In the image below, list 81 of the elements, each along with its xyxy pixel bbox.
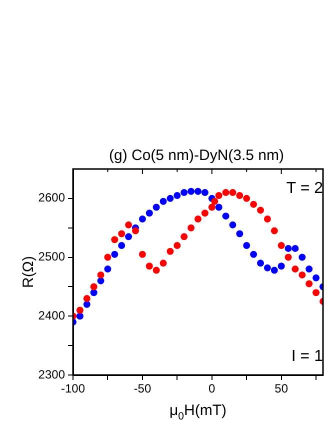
point xyxy=(174,242,181,250)
point xyxy=(118,242,126,250)
point xyxy=(236,230,244,238)
point xyxy=(264,216,271,223)
point xyxy=(306,280,313,288)
point xyxy=(194,188,202,195)
point xyxy=(211,198,218,205)
point xyxy=(90,283,98,290)
y-axis-title: R(Ω) xyxy=(20,256,37,288)
point xyxy=(201,210,208,217)
point xyxy=(201,189,208,196)
point xyxy=(166,248,174,255)
point xyxy=(111,250,118,258)
point xyxy=(188,224,195,232)
point xyxy=(312,274,320,282)
x-tick-label: 0 xyxy=(208,382,216,396)
point xyxy=(152,266,160,274)
point xyxy=(208,204,216,211)
point xyxy=(125,233,132,240)
point xyxy=(146,262,153,270)
point xyxy=(118,230,126,238)
point xyxy=(188,188,195,195)
point xyxy=(312,289,320,296)
point xyxy=(257,206,264,214)
point xyxy=(222,212,230,220)
y-tick-label: 2500 xyxy=(38,250,66,264)
point xyxy=(83,294,90,302)
point xyxy=(264,264,271,272)
point xyxy=(250,200,258,208)
point xyxy=(76,312,84,320)
point xyxy=(166,194,174,202)
point xyxy=(229,221,236,228)
point xyxy=(97,271,104,278)
y-tick-label: 2600 xyxy=(38,190,66,205)
point xyxy=(215,192,222,199)
point xyxy=(152,204,160,211)
y-tick-label: 2400 xyxy=(38,308,66,322)
point xyxy=(292,266,299,273)
annotation: I = 1 xyxy=(291,348,324,365)
point xyxy=(257,260,264,267)
point xyxy=(278,262,285,270)
point xyxy=(236,192,244,199)
point xyxy=(76,306,84,314)
point xyxy=(138,250,146,258)
point xyxy=(229,189,236,196)
point xyxy=(194,216,202,223)
annotation: T = 2 xyxy=(286,180,324,197)
point xyxy=(111,236,118,244)
point xyxy=(243,194,250,202)
point xyxy=(90,289,98,296)
x-tick-label: -100 xyxy=(60,382,86,396)
point xyxy=(104,254,112,261)
point xyxy=(146,210,153,217)
x-tick-label: -50 xyxy=(134,382,152,396)
point xyxy=(222,189,230,196)
point xyxy=(125,221,132,228)
point xyxy=(180,233,188,240)
point xyxy=(104,266,112,273)
point xyxy=(298,271,306,278)
point xyxy=(180,189,188,196)
point xyxy=(243,242,250,250)
y-tick-label: 2300 xyxy=(38,367,66,382)
point xyxy=(132,227,139,234)
point xyxy=(97,277,104,284)
point xyxy=(298,254,306,261)
point xyxy=(174,192,181,199)
point xyxy=(83,300,90,308)
point xyxy=(270,227,278,234)
point xyxy=(250,250,258,258)
point xyxy=(278,242,285,250)
point xyxy=(284,244,292,252)
point xyxy=(292,244,299,252)
point xyxy=(160,260,167,267)
point xyxy=(270,266,278,274)
point xyxy=(284,254,292,261)
chart-title: (g) Co(5 nm)-DyN(3.5 nm) xyxy=(108,147,284,164)
point xyxy=(138,216,146,223)
point xyxy=(160,198,167,205)
x-tick-label: 50 xyxy=(274,382,288,396)
point xyxy=(306,266,313,273)
point xyxy=(215,204,222,211)
